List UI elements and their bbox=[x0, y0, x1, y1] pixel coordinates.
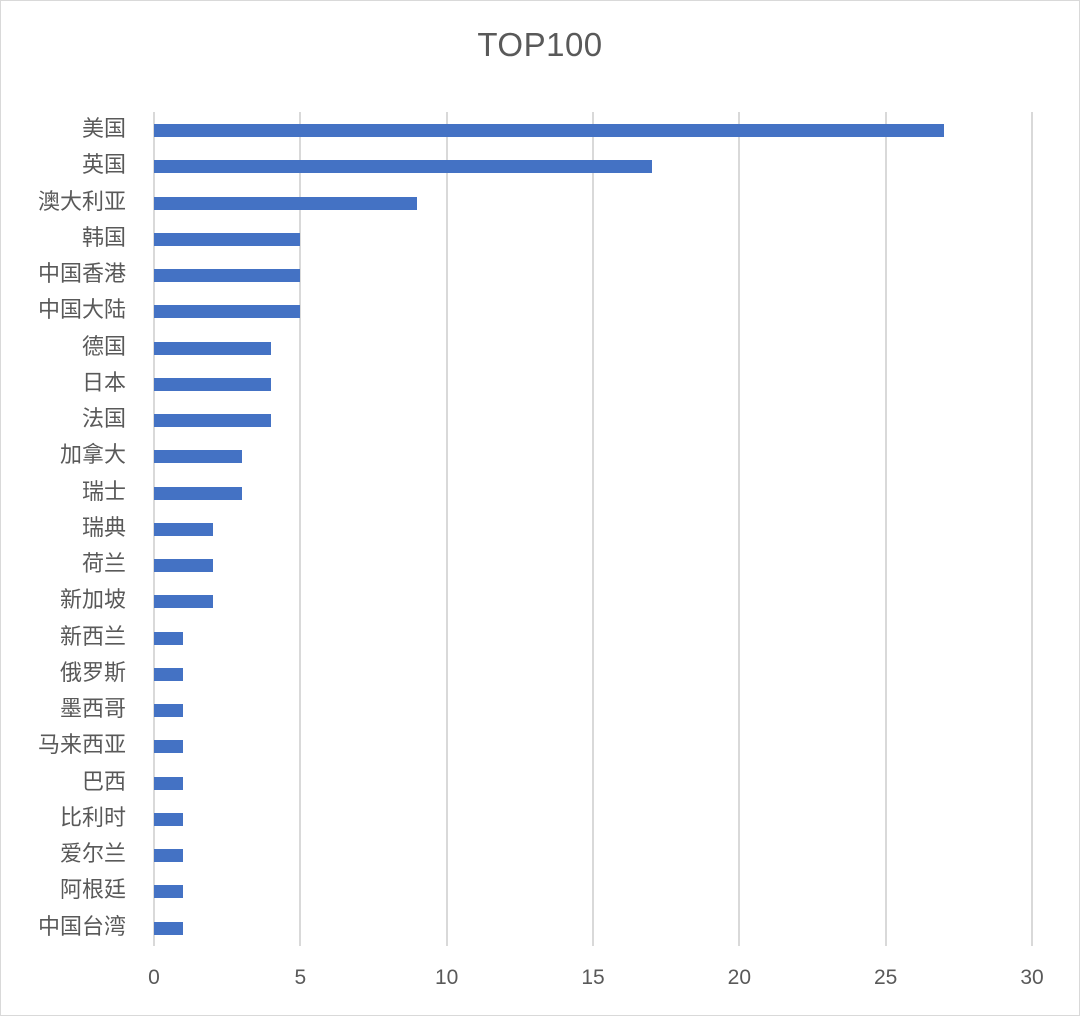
y-category-label: 俄罗斯 bbox=[59, 660, 126, 686]
y-category-label: 英国 bbox=[81, 153, 126, 179]
bar[interactable] bbox=[154, 776, 184, 790]
bar[interactable] bbox=[154, 269, 301, 283]
bar[interactable] bbox=[154, 667, 184, 681]
plot-area bbox=[153, 112, 1033, 946]
bar[interactable] bbox=[154, 124, 945, 137]
bar[interactable] bbox=[154, 559, 213, 573]
y-category-label: 中国大陆 bbox=[37, 298, 126, 324]
gridline bbox=[1031, 112, 1033, 946]
bar[interactable] bbox=[154, 232, 301, 246]
y-category-label: 巴西 bbox=[81, 769, 126, 795]
bar-row bbox=[154, 910, 1032, 946]
y-category-label: 中国台湾 bbox=[37, 914, 126, 940]
bar[interactable] bbox=[154, 740, 184, 754]
bar[interactable] bbox=[154, 921, 184, 935]
y-category-label: 爱尔兰 bbox=[59, 842, 126, 868]
y-category-label: 韩国 bbox=[81, 225, 126, 251]
bar[interactable] bbox=[154, 522, 213, 536]
y-category-label: 法国 bbox=[81, 407, 126, 433]
bar[interactable] bbox=[154, 849, 184, 863]
bar[interactable] bbox=[154, 486, 242, 500]
y-category-label: 美国 bbox=[81, 117, 126, 142]
bar-row bbox=[154, 873, 1032, 909]
x-tick-label: 0 bbox=[148, 966, 160, 989]
bar[interactable] bbox=[154, 341, 272, 355]
bar[interactable] bbox=[154, 812, 184, 826]
y-category-label: 马来西亚 bbox=[37, 733, 126, 759]
y-category-label: 新加坡 bbox=[59, 588, 126, 614]
bar-row bbox=[154, 293, 1032, 329]
bar-row bbox=[154, 765, 1032, 801]
gridline bbox=[445, 112, 448, 946]
y-category-label: 德国 bbox=[81, 334, 126, 360]
gridline bbox=[884, 112, 887, 946]
bar[interactable] bbox=[154, 631, 184, 645]
bar[interactable] bbox=[154, 377, 272, 391]
y-category-label: 瑞典 bbox=[81, 515, 126, 541]
bar-row bbox=[154, 656, 1032, 692]
bar[interactable] bbox=[154, 595, 213, 609]
x-tick-label: 10 bbox=[434, 966, 459, 989]
x-tick-label: 25 bbox=[873, 966, 898, 989]
bar-row bbox=[154, 366, 1032, 402]
y-category-label: 澳大利亚 bbox=[37, 189, 126, 215]
y-category-label: 阿根廷 bbox=[59, 878, 126, 904]
gridline bbox=[738, 112, 741, 946]
bar-row bbox=[154, 620, 1032, 656]
chart-title: TOP100 bbox=[477, 26, 603, 63]
x-tick-label: 20 bbox=[727, 966, 751, 989]
bar[interactable] bbox=[154, 885, 184, 899]
gridline bbox=[299, 112, 302, 946]
bar-row bbox=[154, 692, 1032, 728]
x-tick-label: 30 bbox=[1020, 966, 1044, 989]
bar-row bbox=[154, 402, 1032, 438]
bar-row bbox=[154, 728, 1032, 764]
gridline bbox=[592, 112, 594, 946]
y-category-label: 荷兰 bbox=[81, 552, 126, 578]
x-tick-label: 15 bbox=[581, 966, 605, 989]
bar[interactable] bbox=[154, 305, 301, 319]
y-category-label: 比利时 bbox=[59, 805, 126, 831]
bar[interactable] bbox=[154, 450, 242, 464]
bar-row bbox=[154, 547, 1032, 583]
bar-row bbox=[154, 257, 1032, 293]
x-tick-label: 5 bbox=[294, 966, 307, 989]
bar-row bbox=[154, 583, 1032, 619]
y-category-label: 墨西哥 bbox=[59, 697, 126, 723]
bar-row bbox=[154, 511, 1032, 547]
bar[interactable] bbox=[154, 414, 272, 428]
bar[interactable] bbox=[154, 160, 652, 174]
y-category-label: 加拿大 bbox=[59, 443, 126, 469]
bar[interactable] bbox=[154, 196, 418, 210]
y-category-label: 中国香港 bbox=[37, 262, 126, 288]
bar-row bbox=[154, 438, 1032, 474]
bar-row bbox=[154, 112, 1032, 148]
y-category-label: 新西兰 bbox=[59, 624, 126, 650]
bar-row bbox=[154, 185, 1032, 221]
bar-row bbox=[154, 221, 1032, 257]
y-category-label: 日本 bbox=[81, 370, 126, 396]
bar-row bbox=[154, 330, 1032, 366]
bar[interactable] bbox=[154, 704, 184, 718]
bar-row bbox=[154, 801, 1032, 837]
bar-row bbox=[154, 148, 1032, 184]
bar-row bbox=[154, 837, 1032, 873]
bar-row bbox=[154, 475, 1032, 511]
y-category-label: 瑞士 bbox=[81, 479, 126, 505]
